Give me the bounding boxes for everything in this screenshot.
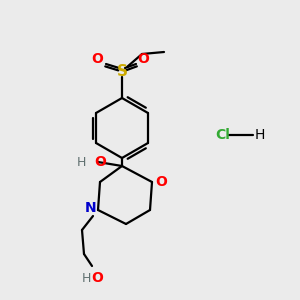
Text: Cl: Cl [216,128,230,142]
Text: O: O [91,52,103,66]
Text: H: H [76,155,86,169]
Text: O: O [155,175,167,189]
Text: N: N [85,201,97,215]
Text: S: S [116,64,128,80]
Text: H: H [81,272,91,284]
Text: O: O [137,52,149,66]
Text: H: H [255,128,265,142]
Text: O: O [94,155,106,169]
Text: O: O [91,271,103,285]
